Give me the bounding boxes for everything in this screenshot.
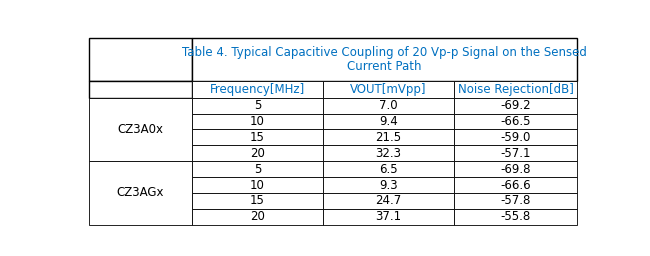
- Text: VOUT[mVpp]: VOUT[mVpp]: [350, 83, 427, 96]
- Text: 20: 20: [250, 147, 265, 160]
- Bar: [323, 145, 454, 161]
- Bar: [323, 177, 454, 193]
- Text: -66.5: -66.5: [500, 115, 531, 128]
- Text: 20: 20: [250, 210, 265, 223]
- Bar: [323, 193, 454, 209]
- Bar: [323, 81, 454, 98]
- Text: 9.4: 9.4: [379, 115, 398, 128]
- Text: Current Path: Current Path: [347, 60, 422, 73]
- Bar: [454, 130, 577, 145]
- Bar: [323, 161, 454, 177]
- Text: -66.6: -66.6: [500, 178, 531, 191]
- Text: 32.3: 32.3: [376, 147, 402, 160]
- Bar: [454, 81, 577, 98]
- Text: 5: 5: [254, 99, 261, 112]
- Text: -69.8: -69.8: [500, 163, 531, 176]
- Text: 15: 15: [250, 195, 265, 207]
- Bar: [89, 98, 192, 161]
- Bar: [454, 114, 577, 130]
- Text: 10: 10: [250, 115, 265, 128]
- Text: 9.3: 9.3: [379, 178, 398, 191]
- Text: 24.7: 24.7: [376, 195, 402, 207]
- Bar: [89, 161, 192, 225]
- Bar: [323, 209, 454, 225]
- Text: Table 4. Typical Capacitive Coupling of 20 Vp-p Signal on the Sensed: Table 4. Typical Capacitive Coupling of …: [182, 46, 587, 59]
- Text: -69.2: -69.2: [500, 99, 531, 112]
- Bar: [454, 161, 577, 177]
- Bar: [454, 98, 577, 114]
- Bar: [454, 193, 577, 209]
- Bar: [192, 114, 323, 130]
- Text: -57.1: -57.1: [500, 147, 531, 160]
- Text: -57.8: -57.8: [500, 195, 531, 207]
- Text: 21.5: 21.5: [376, 131, 402, 144]
- Bar: [192, 38, 577, 81]
- Text: -55.8: -55.8: [500, 210, 531, 223]
- Bar: [192, 161, 323, 177]
- Text: -59.0: -59.0: [500, 131, 531, 144]
- Bar: [454, 177, 577, 193]
- Text: 6.5: 6.5: [379, 163, 398, 176]
- Bar: [192, 81, 323, 98]
- Bar: [323, 130, 454, 145]
- Bar: [323, 98, 454, 114]
- Text: 15: 15: [250, 131, 265, 144]
- Bar: [192, 130, 323, 145]
- Bar: [323, 114, 454, 130]
- Text: 7.0: 7.0: [379, 99, 398, 112]
- Text: Frequency[MHz]: Frequency[MHz]: [210, 83, 306, 96]
- Text: CZ3A0x: CZ3A0x: [118, 123, 164, 136]
- Bar: [454, 145, 577, 161]
- Bar: [89, 81, 192, 98]
- Text: Noise Rejection[dB]: Noise Rejection[dB]: [458, 83, 573, 96]
- Bar: [192, 145, 323, 161]
- Text: 37.1: 37.1: [376, 210, 402, 223]
- Text: 5: 5: [254, 163, 261, 176]
- Bar: [192, 98, 323, 114]
- Bar: [454, 209, 577, 225]
- Text: CZ3AGx: CZ3AGx: [117, 187, 164, 199]
- Bar: [192, 177, 323, 193]
- Text: 10: 10: [250, 178, 265, 191]
- Bar: [89, 38, 192, 81]
- Bar: [192, 209, 323, 225]
- Bar: [192, 193, 323, 209]
